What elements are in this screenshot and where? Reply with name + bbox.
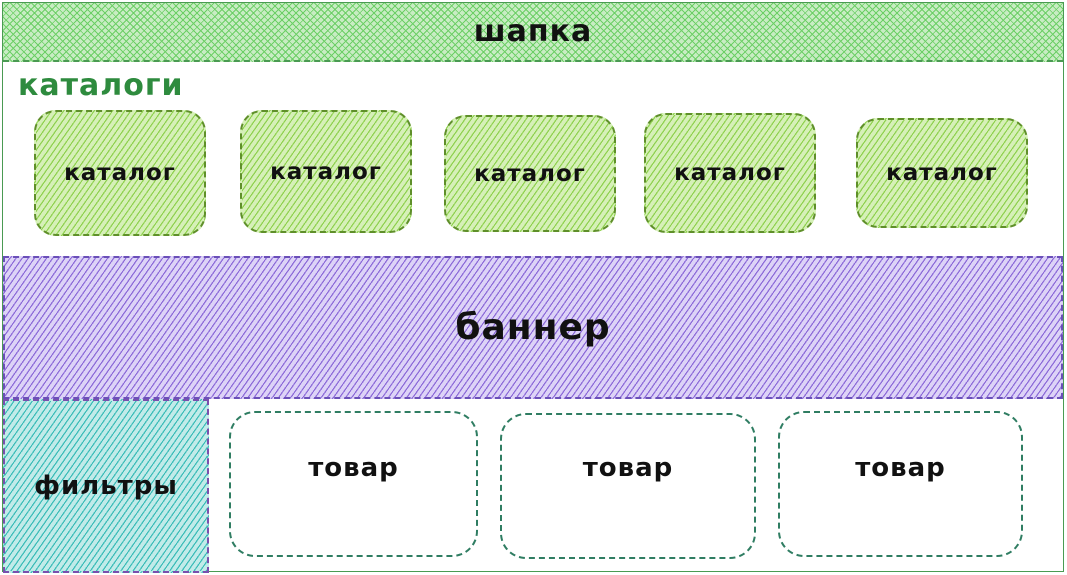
- catalog-label: каталог: [64, 160, 176, 186]
- catalog-card[interactable]: каталог: [444, 115, 616, 232]
- product-card[interactable]: товар: [778, 411, 1023, 557]
- product-label: товар: [855, 453, 946, 483]
- filters-label: фильтры: [34, 471, 178, 501]
- banner-block: баннер: [3, 256, 1063, 399]
- catalog-label: каталог: [474, 160, 586, 187]
- product-card[interactable]: товар: [500, 413, 756, 559]
- catalog-label: каталог: [674, 160, 786, 186]
- product-label: товар: [582, 453, 674, 483]
- filters-block: фильтры: [3, 399, 209, 573]
- banner-label: баннер: [455, 307, 611, 348]
- product-label: товар: [308, 453, 399, 483]
- catalog-card[interactable]: каталог: [34, 110, 206, 236]
- catalog-card[interactable]: каталог: [856, 118, 1028, 228]
- header-block: шапка: [3, 3, 1063, 62]
- catalog-label: каталог: [886, 160, 998, 186]
- catalog-label: каталог: [270, 158, 382, 185]
- catalog-card[interactable]: каталог: [240, 110, 412, 233]
- product-card[interactable]: товар: [229, 411, 478, 557]
- catalogs-title: каталоги: [18, 68, 184, 103]
- catalog-card[interactable]: каталог: [644, 113, 816, 233]
- header-label: шапка: [473, 14, 593, 49]
